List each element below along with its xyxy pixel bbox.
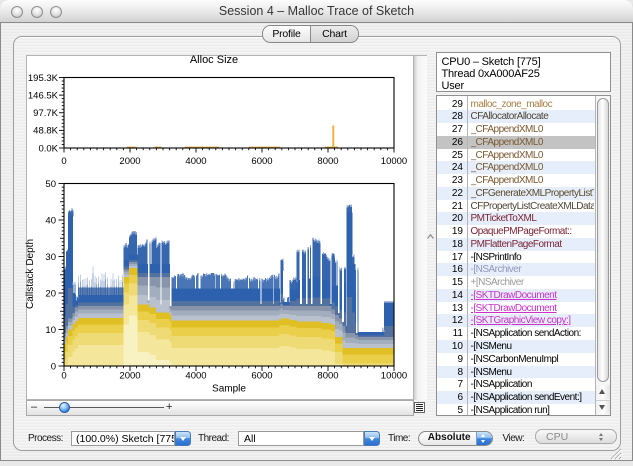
svg-text:6000: 6000: [251, 371, 272, 382]
svg-text:0.0K: 0.0K: [38, 143, 58, 154]
svg-text:0: 0: [51, 361, 56, 372]
svg-text:4000: 4000: [185, 371, 206, 382]
svg-text:2000: 2000: [119, 371, 140, 382]
svg-text:8000: 8000: [317, 156, 338, 167]
svg-text:2000: 2000: [119, 156, 140, 167]
svg-text:146.5K: 146.5K: [28, 90, 59, 101]
svg-text:20: 20: [45, 288, 56, 299]
svg-text:Alloc Size: Alloc Size: [190, 54, 238, 66]
svg-text:48.8K: 48.8K: [33, 126, 58, 137]
svg-text:0: 0: [61, 156, 66, 167]
svg-text:40: 40: [45, 215, 56, 226]
svg-text:6000: 6000: [251, 156, 272, 167]
svg-text:50: 50: [45, 179, 56, 190]
svg-text:10000: 10000: [381, 371, 407, 382]
svg-text:195.3K: 195.3K: [28, 73, 59, 84]
svg-text:Sample: Sample: [212, 384, 246, 395]
svg-text:10000: 10000: [381, 156, 407, 167]
svg-text:0: 0: [61, 371, 66, 382]
svg-text:8000: 8000: [317, 371, 338, 382]
svg-text:10: 10: [45, 325, 56, 336]
svg-text:Callstack Depth: Callstack Depth: [25, 239, 36, 309]
svg-text:4000: 4000: [185, 156, 206, 167]
svg-text:30: 30: [45, 252, 56, 263]
svg-text:97.7K: 97.7K: [33, 108, 58, 119]
